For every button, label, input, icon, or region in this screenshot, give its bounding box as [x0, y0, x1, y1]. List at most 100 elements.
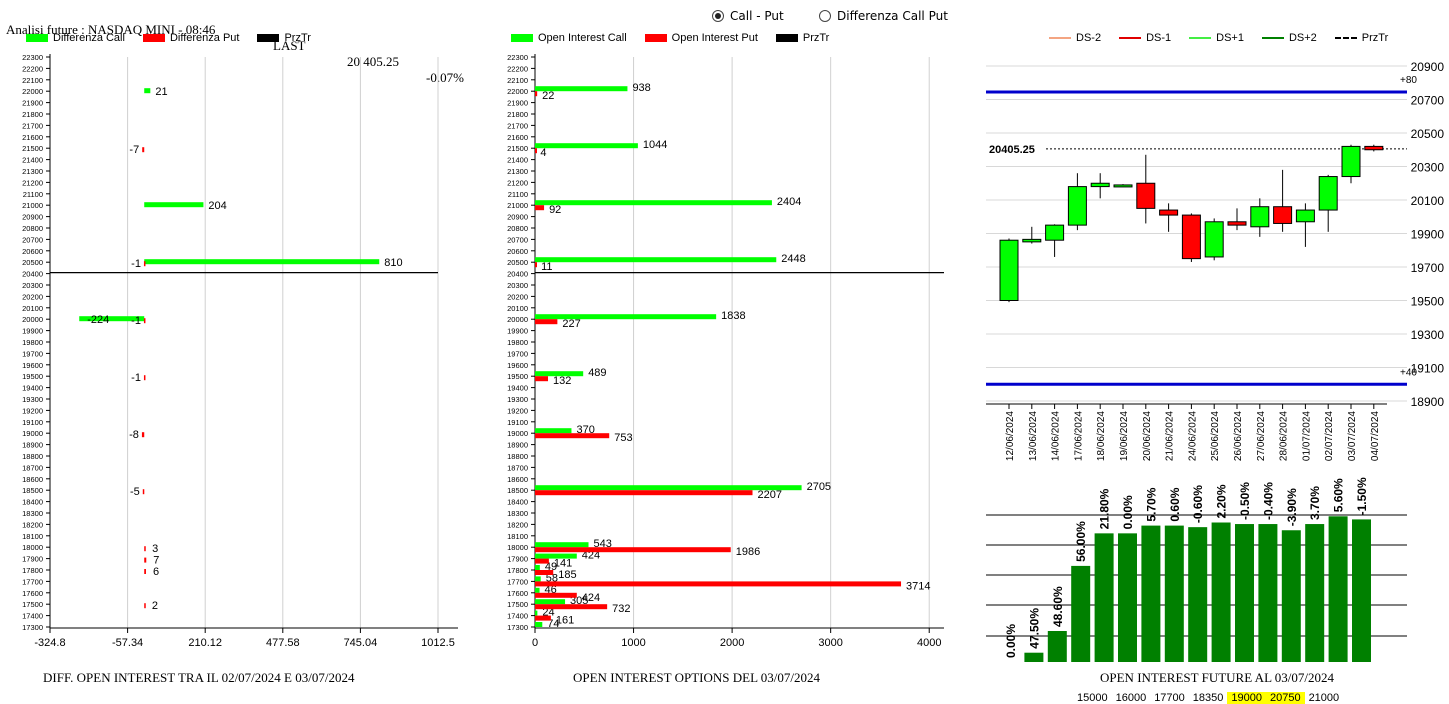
candle-down [1136, 182, 1156, 209]
caption-oi: OPEN INTEREST OPTIONS DEL 03/07/2024 [573, 670, 820, 685]
put-diff-label: -7 [129, 144, 139, 156]
put-diff-label: -1 [131, 258, 141, 270]
future-oi-bar [1141, 525, 1161, 662]
x-tick-label: 1012.5 [421, 637, 455, 649]
candle-up [1113, 184, 1133, 188]
future-oi-bar [1188, 527, 1208, 662]
y-tick-label: 20300 [1411, 161, 1445, 175]
future-oi-bar [1024, 652, 1044, 662]
x-tick-label: 745.04 [344, 637, 378, 649]
y-tick-label: 19500 [507, 372, 528, 381]
call-diff-bar [144, 202, 204, 208]
legend-oi: Open Interest Call Open Interest Put Prz… [511, 32, 841, 44]
candle-up [1204, 221, 1224, 258]
x-tick-label: 25/06/2024 [1210, 411, 1221, 461]
x-tick-label: 26/06/2024 [1233, 411, 1244, 461]
y-tick-label: 17900 [22, 555, 43, 564]
legend-label: PrzTr [284, 32, 311, 44]
call-oi-bar [535, 587, 540, 593]
x-tick-label: -57.34 [112, 637, 143, 649]
y-tick-label: 18900 [507, 441, 528, 450]
call-oi-label: 1044 [643, 139, 667, 151]
radio-label-differenza: Differenza Call Put [837, 9, 948, 23]
y-tick-label: 22000 [22, 87, 43, 96]
put-oi-label: 732 [612, 603, 630, 615]
put-oi-label: 92 [549, 204, 561, 216]
put-diff-label: 6 [153, 566, 159, 578]
legend-line-ds+1 [1189, 37, 1212, 39]
x-tick-label: 04/07/2024 [1370, 411, 1381, 461]
put-diff-bar [141, 432, 145, 438]
y-tick-label: 21600 [507, 133, 528, 142]
put-oi-bar [535, 319, 558, 325]
y-tick-label: 18200 [507, 520, 528, 529]
y-tick-label: 18900 [1411, 395, 1445, 409]
future-oi-bar [1352, 519, 1371, 662]
y-tick-label: 20600 [507, 247, 528, 256]
put-oi-label: 4 [540, 147, 546, 159]
future-oi-bar [1258, 524, 1278, 662]
put-diff-bar [144, 557, 147, 563]
y-tick-label: 20700 [22, 235, 43, 244]
y-tick-label: 19300 [1411, 328, 1445, 342]
legend-label: DS+1 [1216, 32, 1244, 44]
x-tick-label: 14/06/2024 [1051, 411, 1062, 461]
future-oi-label: 0.60% [1168, 487, 1182, 521]
radio-differenza[interactable]: Differenza Call Put [819, 9, 948, 23]
call-oi-bar [535, 542, 589, 548]
y-tick-label: 19900 [1411, 228, 1445, 242]
x-tick-label: 21/06/2024 [1165, 411, 1176, 461]
call-diff-label: 204 [208, 200, 226, 212]
y-tick-label: 19400 [507, 384, 528, 393]
y-tick-label: 18000 [22, 543, 43, 552]
legend-swatch-put [142, 34, 165, 42]
put-oi-label: 22 [542, 90, 554, 102]
y-tick-label: 22100 [507, 76, 528, 85]
caption-diff: DIFF. OPEN INTEREST TRA IL 02/07/2024 E … [43, 670, 355, 685]
y-tick-label: 21900 [22, 99, 43, 108]
x-tick-label: 01/07/2024 [1301, 411, 1312, 461]
legend-label: Open Interest Call [538, 32, 627, 44]
future-oi-label: -0.40% [1261, 482, 1275, 520]
levels-row: 15000 16000 17700 18350 19000 20750 21000 [1073, 692, 1343, 704]
y-tick-label: 19900 [22, 327, 43, 336]
put-oi-bar [535, 148, 537, 154]
candle-up [1090, 182, 1110, 188]
x-tick-label: -324.8 [34, 637, 65, 649]
legend-swatch-prz [257, 34, 280, 42]
x-tick-label: 17/06/2024 [1073, 411, 1084, 461]
y-tick-label: 21700 [507, 121, 528, 130]
put-oi-label: 132 [553, 375, 571, 387]
y-tick-label: 20400 [22, 270, 43, 279]
call-oi-label: 1838 [721, 310, 745, 322]
y-tick-label: 21600 [22, 133, 43, 142]
put-oi-bar [535, 433, 610, 439]
y-tick-label: 18400 [22, 498, 43, 507]
call-oi-bar [535, 428, 572, 434]
put-diff-bar [144, 569, 146, 574]
level-value: 21000 [1308, 692, 1340, 704]
legend-label: DS-1 [1146, 32, 1172, 44]
candle-up [1045, 224, 1065, 241]
put-diff-bar [144, 603, 146, 609]
y-tick-label: 19000 [507, 429, 528, 438]
future-oi-bar [1328, 516, 1348, 662]
future-oi-label: 0.00% [1121, 495, 1135, 529]
y-tick-label: 18600 [507, 475, 528, 484]
call-oi-bar [535, 576, 541, 582]
legend-label: Differenza Call [53, 32, 125, 44]
x-tick-label: 477.58 [266, 637, 300, 649]
upper-band-label: +80 [1400, 75, 1417, 86]
y-tick-label: 20100 [507, 304, 528, 313]
radio-call-put[interactable]: Call - Put [712, 9, 784, 23]
level-value: 19000 [1227, 692, 1266, 704]
y-tick-label: 17800 [22, 566, 43, 575]
y-tick-label: 18100 [507, 532, 528, 541]
y-tick-label: 18500 [507, 486, 528, 495]
legend-label: Differenza Put [169, 32, 240, 44]
change-value: -0.07% [426, 70, 464, 85]
x-tick-label: 1000 [621, 637, 645, 649]
y-tick-label: 20600 [22, 247, 43, 256]
put-diff-bar [142, 147, 145, 153]
candle-up [1318, 176, 1338, 211]
